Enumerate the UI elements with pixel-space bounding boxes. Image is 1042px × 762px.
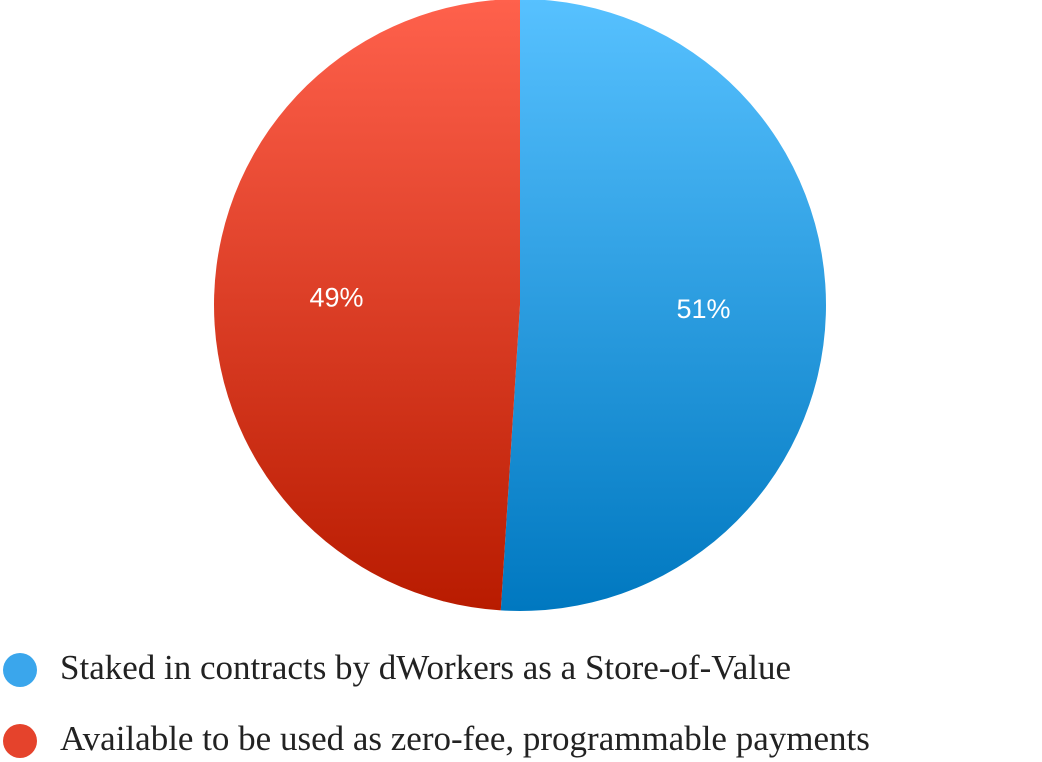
legend-marker-available bbox=[3, 724, 37, 758]
pie-slices bbox=[214, 0, 826, 611]
legend-label-staked: Staked in contracts by dWorkers as a Sto… bbox=[60, 648, 791, 687]
legend-label-available: Available to be used as zero-fee, progra… bbox=[60, 719, 870, 758]
legend-item-available: Available to be used as zero-fee, progra… bbox=[3, 719, 870, 758]
legend-item-staked: Staked in contracts by dWorkers as a Sto… bbox=[3, 648, 791, 687]
legend-marker-staked bbox=[3, 653, 37, 687]
data-label-staked: 51% bbox=[676, 294, 730, 324]
data-label-available: 49% bbox=[309, 282, 363, 312]
legend: Staked in contracts by dWorkers as a Sto… bbox=[3, 648, 870, 758]
pie-data-labels: 51% 49% bbox=[309, 282, 730, 324]
pie-slice-available bbox=[214, 0, 520, 611]
pie-slice-staked bbox=[500, 0, 826, 611]
